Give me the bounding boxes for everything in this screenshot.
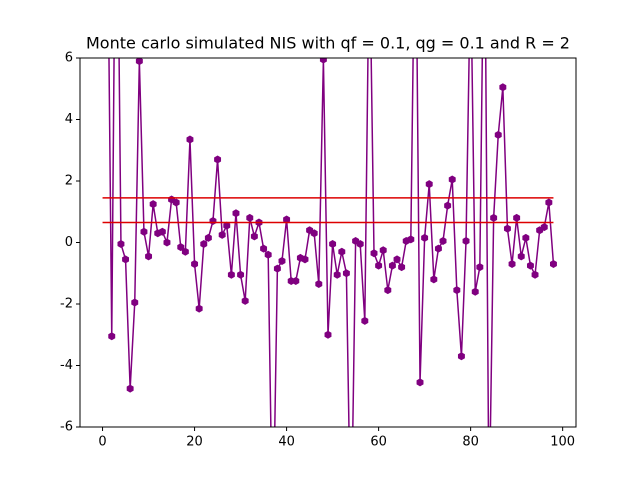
- data-marker: [333, 270, 341, 279]
- data-marker: [370, 249, 378, 258]
- data-marker: [214, 155, 222, 164]
- data-marker: [250, 232, 258, 241]
- x-tick-label: 20: [186, 435, 203, 450]
- data-marker: [434, 244, 442, 253]
- data-marker: [204, 233, 212, 242]
- data-marker: [177, 243, 185, 252]
- y-tick-label: 4: [65, 112, 73, 127]
- data-marker: [310, 229, 318, 238]
- data-marker: [457, 352, 465, 361]
- data-marker: [122, 255, 130, 264]
- data-marker: [522, 233, 530, 242]
- data-marker: [462, 236, 470, 245]
- y-tick-label: 2: [65, 174, 73, 189]
- data-marker: [549, 260, 557, 269]
- data-marker: [126, 384, 134, 393]
- data-marker: [241, 296, 249, 305]
- y-tick-label: -6: [60, 420, 73, 435]
- data-marker: [494, 130, 502, 139]
- data-marker: [503, 224, 511, 233]
- data-marker: [453, 286, 461, 295]
- data-marker: [517, 252, 525, 261]
- data-marker: [264, 250, 272, 259]
- data-marker: [416, 378, 424, 387]
- data-marker: [421, 233, 429, 242]
- data-marker: [140, 227, 148, 236]
- y-tick-label: -2: [60, 297, 73, 312]
- data-marker: [361, 316, 369, 325]
- x-tick-label: 60: [370, 435, 387, 450]
- x-tick-label: 100: [550, 435, 575, 450]
- data-marker: [439, 236, 447, 245]
- data-marker: [218, 230, 226, 239]
- y-tick-label: -4: [60, 358, 73, 373]
- data-marker: [375, 261, 383, 270]
- chart-title: Monte carlo simulated NIS with qf = 0.1,…: [86, 34, 570, 53]
- data-marker: [186, 135, 194, 144]
- data-marker: [540, 223, 548, 232]
- data-marker: [508, 260, 516, 269]
- data-marker: [384, 286, 392, 295]
- y-tick-label: 6: [65, 51, 73, 66]
- data-marker: [471, 287, 479, 296]
- data-marker: [135, 58, 143, 66]
- data-marker: [163, 238, 171, 247]
- data-marker: [145, 252, 153, 261]
- data-marker: [172, 198, 180, 207]
- data-marker: [209, 216, 217, 225]
- data-marker: [444, 201, 452, 210]
- data-marker: [278, 256, 286, 265]
- data-marker: [232, 209, 240, 218]
- data-marker: [108, 332, 116, 341]
- data-marker: [393, 255, 401, 264]
- data-marker: [342, 269, 350, 278]
- data-marker: [338, 247, 346, 256]
- data-marker: [227, 270, 235, 279]
- data-marker: [407, 235, 415, 244]
- data-marker: [158, 227, 166, 236]
- data-marker: [117, 240, 125, 249]
- data-marker: [476, 263, 484, 272]
- data-marker: [513, 213, 521, 222]
- x-tick-label: 0: [98, 435, 106, 450]
- data-marker: [388, 261, 396, 270]
- data-marker: [379, 246, 387, 255]
- data-marker: [195, 304, 203, 313]
- data-marker: [490, 213, 498, 222]
- plot-area: [102, 58, 557, 427]
- data-marker: [273, 264, 281, 273]
- data-marker: [292, 276, 300, 285]
- data-marker: [356, 240, 364, 249]
- data-marker: [283, 215, 291, 224]
- y-tick-label: 0: [65, 235, 73, 250]
- data-marker: [531, 270, 539, 279]
- x-tick-label: 80: [462, 435, 479, 450]
- data-marker: [200, 240, 208, 249]
- data-marker: [181, 247, 189, 256]
- data-marker: [499, 83, 507, 92]
- data-marker: [131, 298, 139, 307]
- data-marker: [398, 263, 406, 272]
- data-marker: [260, 244, 268, 253]
- data-marker: [526, 261, 534, 270]
- series-line: [108, 58, 555, 427]
- axes-frame: [79, 57, 577, 428]
- data-marker: [246, 213, 254, 222]
- data-marker: [315, 280, 323, 289]
- data-marker: [329, 240, 337, 249]
- data-marker: [319, 58, 327, 64]
- data-marker: [223, 221, 231, 230]
- data-marker: [191, 260, 199, 269]
- data-marker: [324, 330, 332, 339]
- data-marker: [149, 200, 157, 209]
- data-marker: [301, 255, 309, 264]
- data-marker: [448, 175, 456, 184]
- data-marker: [545, 198, 553, 207]
- data-marker: [237, 270, 245, 279]
- data-marker: [425, 180, 433, 189]
- x-tick-label: 40: [278, 435, 295, 450]
- data-marker: [430, 275, 438, 284]
